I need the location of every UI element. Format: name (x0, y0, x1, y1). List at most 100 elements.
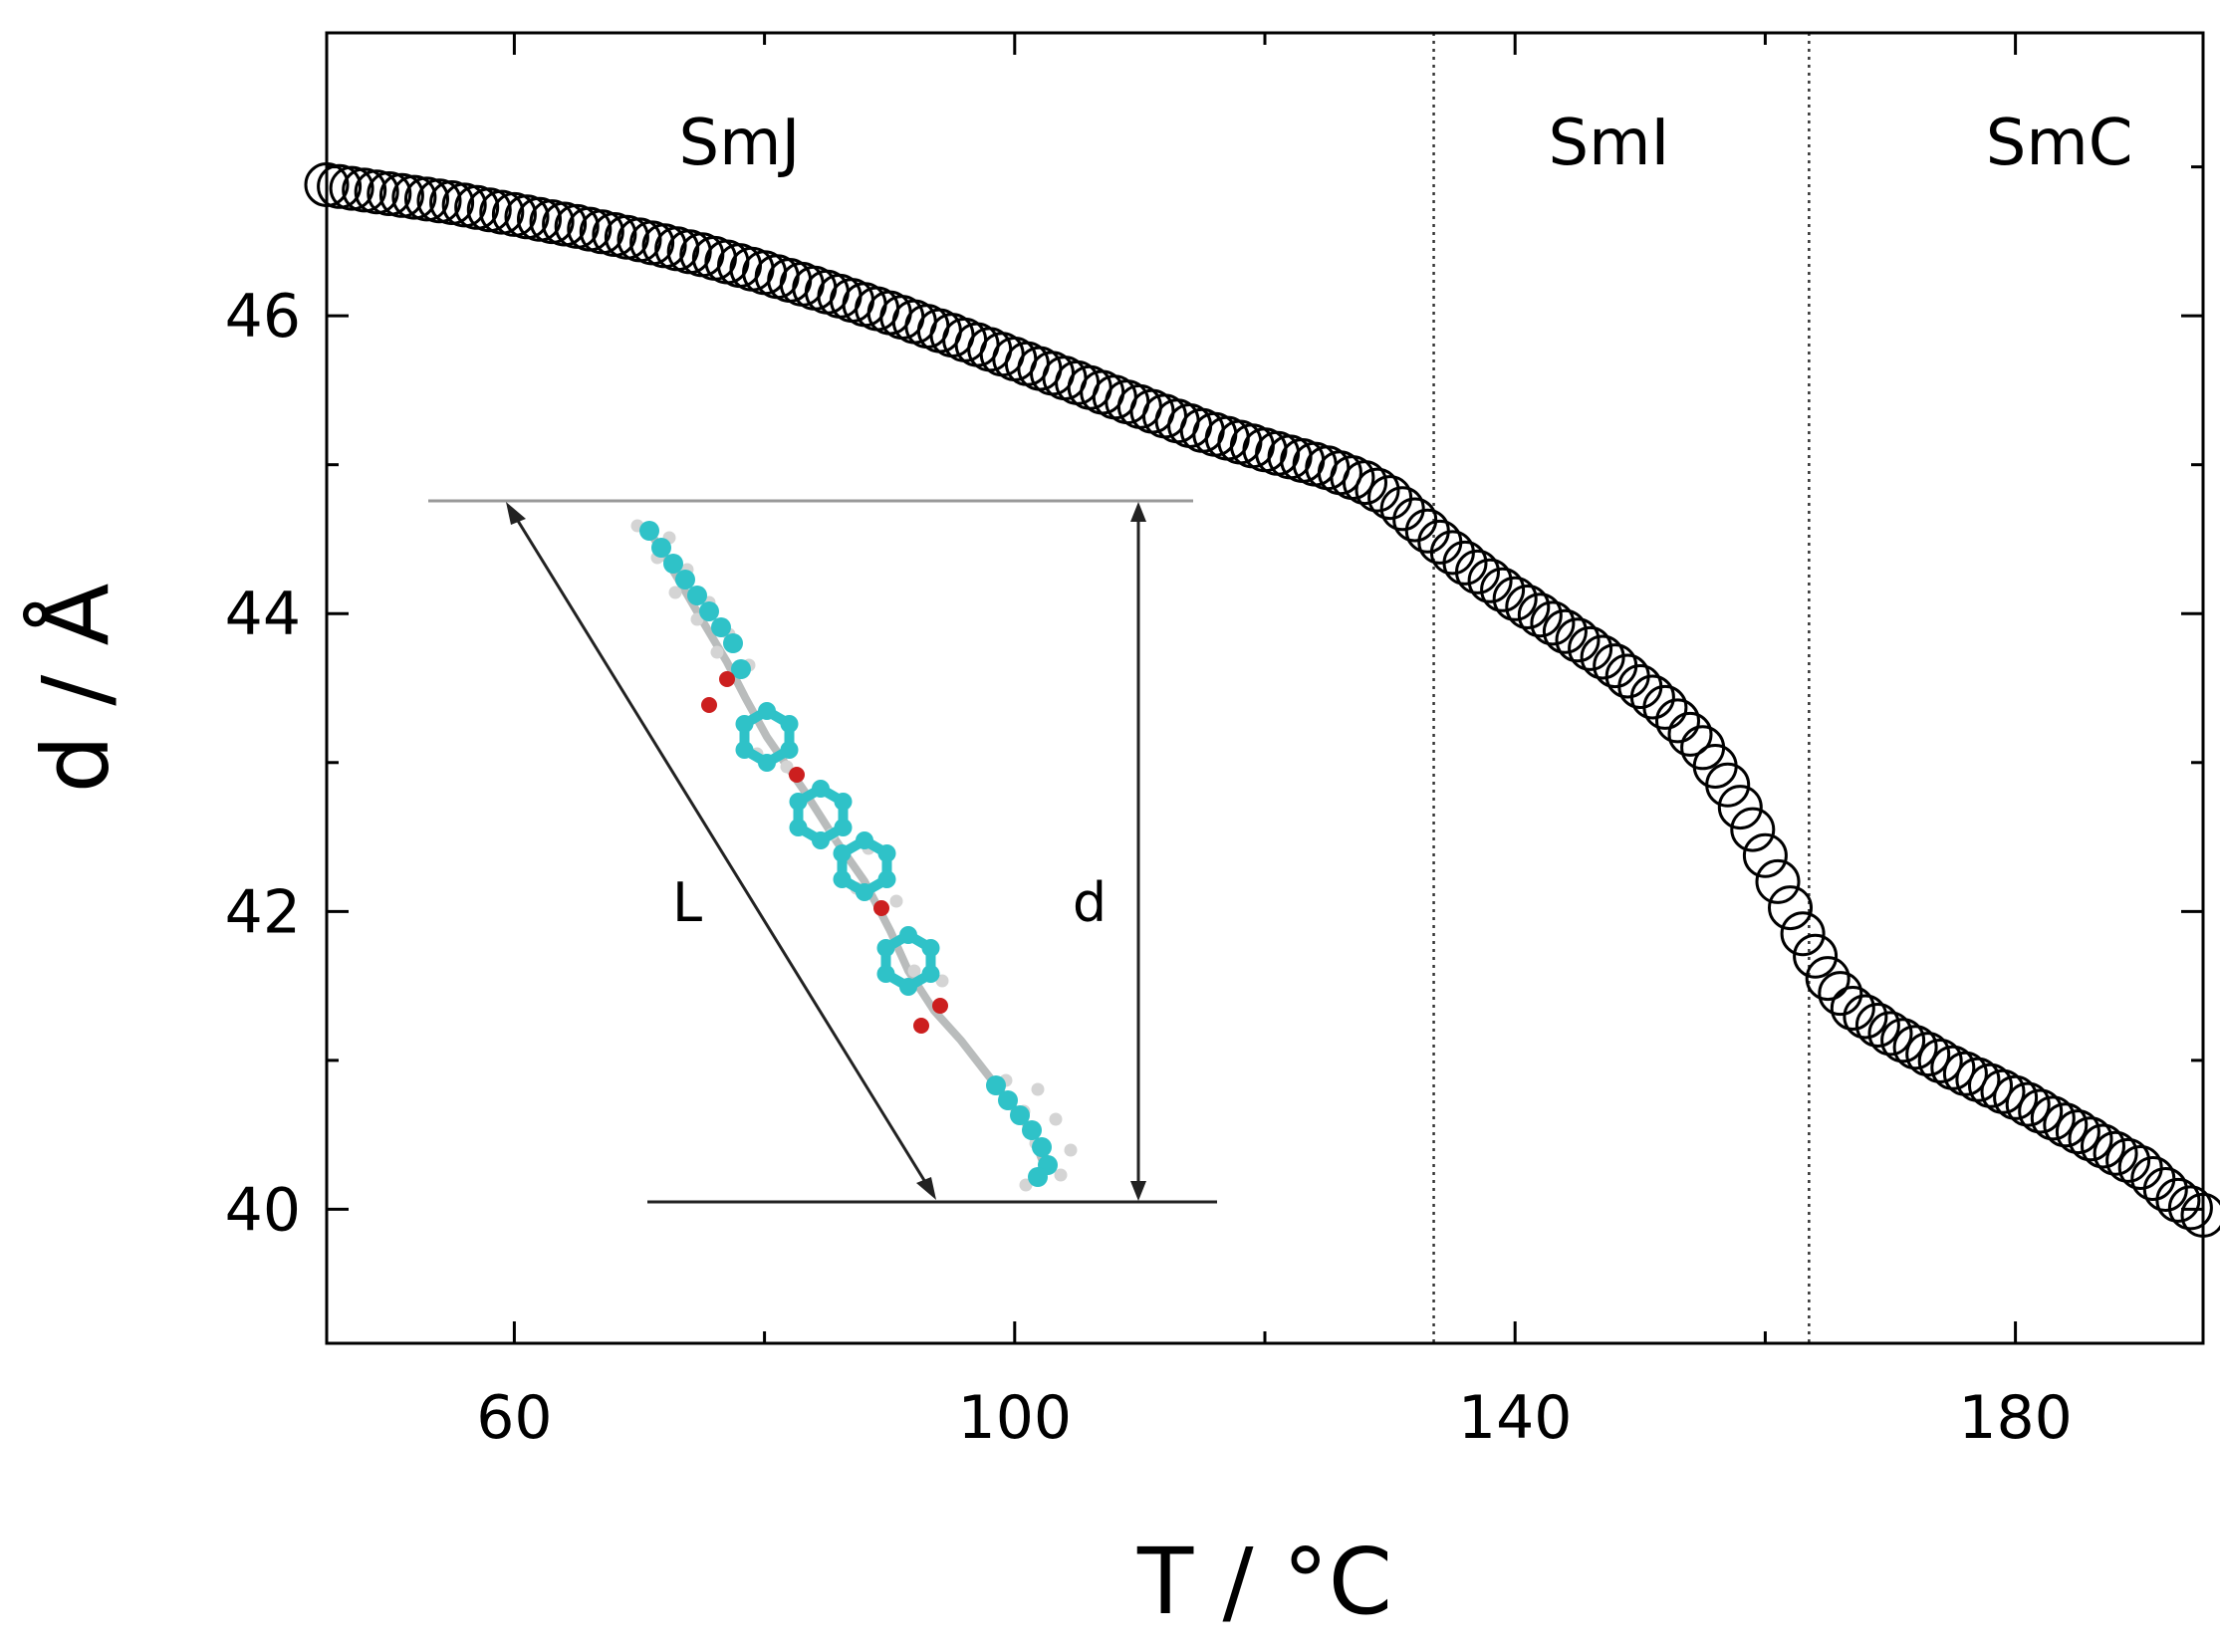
labels: 60 100 140 180 40 42 44 46 T / °C d / Å SmJ SmI SmC (22, 107, 2132, 1635)
inset-label-d: d (1073, 871, 1107, 934)
ring-carbon-atom (833, 844, 852, 862)
data-point (1517, 592, 1563, 638)
inset-length-arrowhead-bottom (916, 1177, 936, 1200)
data-point (404, 176, 449, 222)
ring-carbon-atom (834, 819, 853, 836)
ring-carbon-atom (921, 965, 940, 983)
data-point (904, 304, 950, 350)
x-tick-label: 180 (1958, 1383, 2073, 1453)
data-point (1530, 600, 1576, 646)
data-point (1917, 1039, 1963, 1083)
ring-carbon-atom (789, 819, 808, 836)
data-point (1667, 711, 1713, 757)
data-point (1355, 467, 1400, 513)
ring-carbon-atom (877, 870, 896, 888)
ring-carbon-atom (856, 831, 873, 849)
data-point (2167, 1185, 2213, 1231)
data-point (1379, 486, 1425, 532)
data-point (329, 165, 374, 211)
data-point (1555, 617, 1601, 663)
data-point (378, 172, 424, 218)
carbon-atom (651, 538, 671, 558)
hydrogen-atom (1049, 1112, 1063, 1126)
data-point (1542, 608, 1588, 654)
ring-carbon-atom (856, 883, 873, 901)
data-point (1492, 576, 1538, 621)
inset-length-arrow (508, 507, 935, 1196)
data-point (342, 167, 387, 213)
data-point (1730, 807, 1776, 852)
hydrogen-atom (935, 974, 949, 988)
data-point (354, 169, 399, 215)
y-tick-label: 46 (225, 282, 301, 352)
data-point (2018, 1088, 2064, 1134)
data-point (855, 286, 900, 332)
data-point (2068, 1116, 2113, 1162)
x-tick-label: 100 (958, 1383, 1073, 1453)
carbon-atom (723, 633, 743, 653)
data-point (1793, 933, 1839, 979)
hydrogen-atom (1064, 1143, 1078, 1157)
phase-label: SmJ (679, 107, 801, 180)
data-point (891, 299, 937, 345)
data-point (1680, 725, 1726, 771)
carbon-atom (998, 1090, 1018, 1110)
ring-carbon-atom (735, 741, 754, 759)
ring-carbon-atom (789, 793, 808, 811)
oxygen-atom (932, 998, 948, 1014)
data-point (1843, 994, 1888, 1040)
y-tick-label: 42 (225, 877, 301, 947)
data-point (1467, 558, 1513, 603)
data-point (1404, 508, 1450, 554)
data-point (1568, 625, 1613, 671)
ring-carbon-atom (877, 844, 896, 862)
data-point (1768, 885, 1813, 931)
ring-carbon-atom (812, 831, 830, 849)
data-point (1417, 519, 1463, 565)
ring-carbon-atom (780, 715, 799, 733)
data-series (304, 162, 2220, 1238)
x-tick-label: 60 (476, 1383, 552, 1453)
phase-label: SmI (1548, 107, 1669, 180)
data-point (1617, 664, 1663, 709)
carbon-atom (663, 554, 683, 574)
carbon-atom (731, 659, 751, 679)
data-point (1480, 567, 1526, 612)
data-point (2142, 1167, 2188, 1212)
y-tick-label: 44 (225, 580, 301, 649)
ring-carbon-atom (834, 793, 853, 811)
ring-carbon-atom (833, 870, 852, 888)
data-point (1780, 911, 1826, 957)
data-point (866, 290, 912, 336)
phase-label: SmC (1986, 107, 2133, 180)
carbon-atom (1032, 1137, 1052, 1157)
molecule-backbone (645, 528, 1052, 1177)
data-point (1905, 1032, 1951, 1077)
ring-carbon-atom (876, 939, 895, 957)
carbon-atom (675, 570, 695, 590)
oxygen-atom (913, 1018, 929, 1034)
data-point (1880, 1018, 1926, 1063)
data-point (2117, 1145, 2163, 1190)
data-point (2030, 1095, 2076, 1141)
data-point (1755, 858, 1801, 904)
data-point (879, 295, 925, 341)
ring-carbon-atom (876, 965, 895, 983)
hydrogen-atom (780, 760, 794, 774)
data-point (2180, 1192, 2220, 1238)
carbon-atom (986, 1075, 1006, 1095)
data-point (479, 189, 525, 235)
inset-length-arrowhead-top (506, 502, 526, 525)
data-point (1742, 832, 1788, 878)
data-point (1455, 549, 1500, 594)
ring-carbon-atom (758, 754, 776, 772)
ring-carbon-atom (921, 939, 940, 957)
data-point (1367, 475, 1413, 521)
data-point (1705, 762, 1751, 808)
ring-carbon-atom (899, 926, 917, 944)
ring-carbon-atom (780, 741, 799, 759)
data-point (2055, 1109, 2100, 1155)
data-point (1580, 634, 1625, 680)
data-point (1892, 1025, 1938, 1070)
data-point (317, 163, 363, 209)
